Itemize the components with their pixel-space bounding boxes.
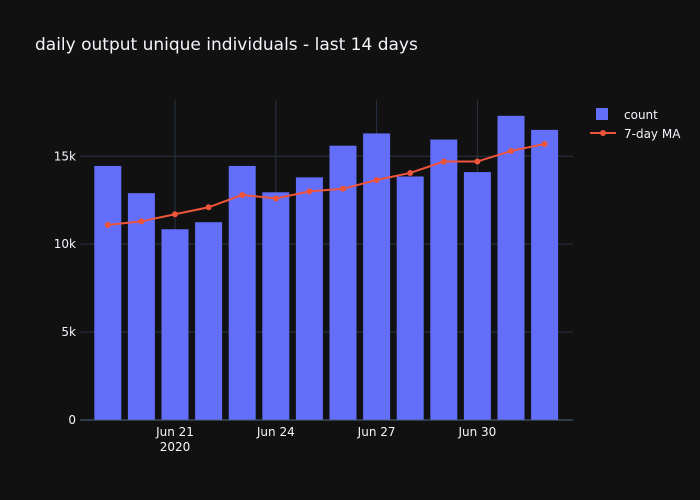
bar-count[interactable] [396,176,424,420]
bar-count[interactable] [161,229,189,420]
legend-swatch-count [596,108,608,120]
bar-count[interactable] [363,133,391,420]
ma-point[interactable] [508,147,514,154]
x-tick-sublabel: 2020 [160,440,191,454]
ma-point[interactable] [373,177,380,183]
ma-point[interactable] [407,169,414,176]
bar-count[interactable] [497,115,525,421]
ma-line-series [104,140,548,228]
x-tick-label: Jun 30 [457,425,496,439]
bar-count[interactable] [228,165,256,420]
legend-item-ma[interactable]: 7-day MA [590,127,681,141]
legend-label-ma: 7-day MA [624,127,681,141]
ma-point[interactable] [440,158,447,165]
bar-count[interactable] [463,172,491,420]
bar-count[interactable] [94,165,122,420]
ma-point[interactable] [239,191,246,198]
y-tick-label: 15k [54,149,76,163]
x-tick-label: Jun 27 [357,425,396,439]
legend: count 7-day MA [590,108,681,141]
x-tick-label: Jun 21 [155,425,194,439]
legend-item-count[interactable]: count [596,108,658,122]
bar-count[interactable] [262,192,290,420]
bar-series [94,115,559,421]
y-tick-label: 5k [61,325,76,339]
ma-point[interactable] [172,211,178,218]
bar-count[interactable] [295,177,323,420]
y-tick-label: 0 [68,413,76,427]
ma-point[interactable] [474,158,481,165]
legend-swatch-ma-marker [600,130,606,136]
x-tick-label: Jun 24 [256,425,295,439]
chart-title: daily output unique individuals - last 1… [35,35,418,55]
bar-count[interactable] [531,129,559,420]
ma-line [107,142,545,226]
legend-label-count: count [624,108,658,122]
ma-point[interactable] [340,185,346,192]
ma-point[interactable] [138,218,145,225]
bar-count[interactable] [127,193,155,420]
y-tick-label: 10k [54,237,76,251]
ma-point[interactable] [306,188,313,195]
bar-count[interactable] [195,222,223,420]
ma-point[interactable] [541,140,548,147]
ma-point[interactable] [104,221,111,228]
bar-count[interactable] [430,139,458,421]
ma-point[interactable] [205,204,212,211]
ma-point[interactable] [272,195,279,202]
